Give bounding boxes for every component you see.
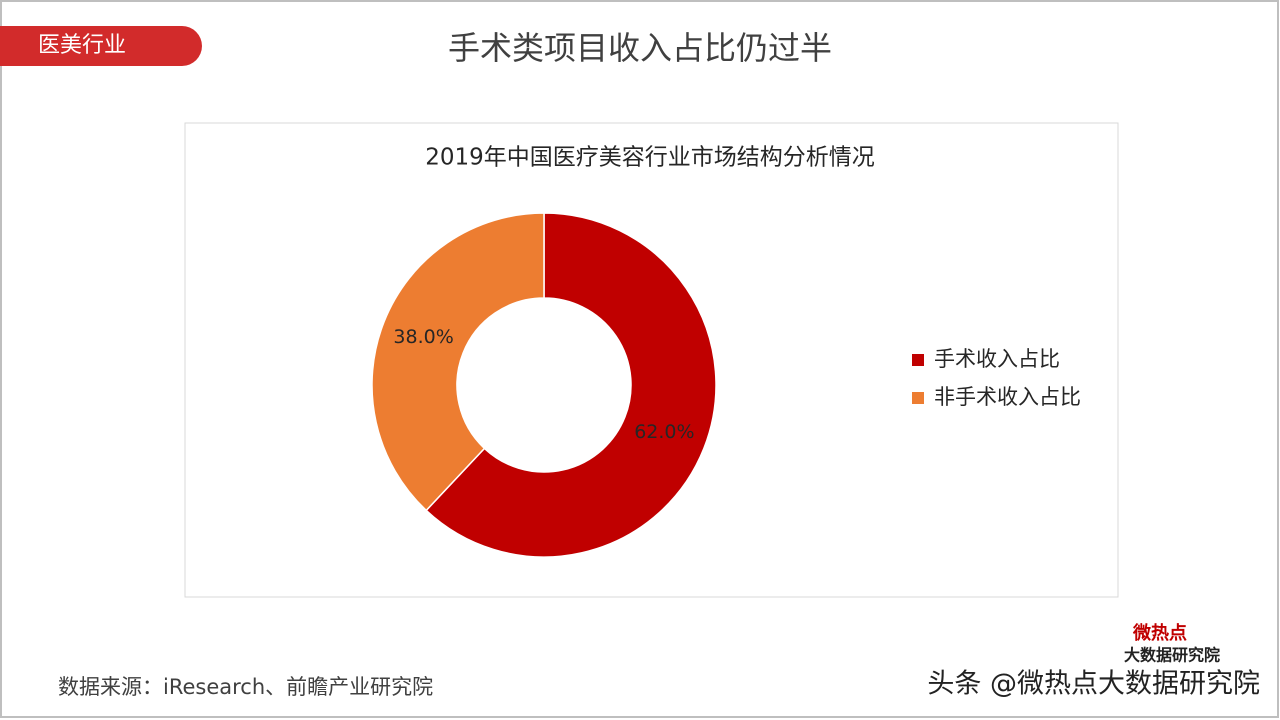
- legend-label: 非手术收入占比: [934, 385, 1081, 409]
- donut-segment: [425, 212, 717, 558]
- logo-bottom: 大数据研究院: [1124, 646, 1220, 665]
- slide-title: 手术类项目收入占比仍过半: [448, 29, 832, 67]
- source-note: 数据来源：iResearch、前瞻产业研究院: [58, 675, 433, 699]
- tag-shape: [0, 26, 202, 66]
- data-label: 38.0%: [393, 326, 453, 348]
- legend-swatch: [912, 354, 924, 366]
- donut: 62.0% 38.0%: [371, 212, 717, 558]
- legend-swatch: [912, 392, 924, 404]
- donut-segment: [371, 212, 545, 512]
- tag-text: 医美行业: [38, 33, 126, 58]
- logo-top: 微热点: [1132, 622, 1187, 644]
- data-label: 62.0%: [634, 421, 694, 443]
- chart-title: 2019年中国医疗美容行业市场结构分析情况: [425, 145, 875, 171]
- watermark: 头条 @微热点大数据研究院: [927, 669, 1260, 700]
- legend-label: 手术收入占比: [934, 347, 1060, 371]
